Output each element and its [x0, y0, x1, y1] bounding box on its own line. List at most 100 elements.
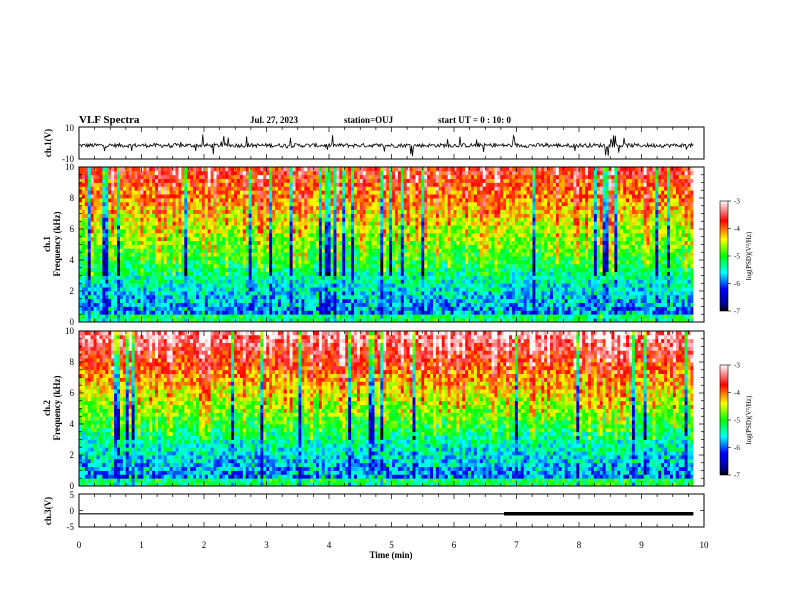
spectrogram-cell [295, 283, 299, 288]
spectrogram-cell [137, 194, 141, 199]
spectrogram-cell [283, 314, 288, 319]
spectrogram-cell [181, 170, 185, 176]
spectrogram-cell [84, 190, 89, 195]
spectrogram-cell [392, 174, 396, 180]
spectrogram-cell [333, 194, 337, 199]
spectrogram-cell [348, 174, 352, 180]
spectrogram-cell [371, 229, 375, 234]
spectrogram-cell [415, 232, 419, 238]
spectrogram-cell [198, 287, 203, 292]
spectrogram-cell [351, 194, 355, 199]
spectrogram-cell [318, 298, 323, 304]
spectrogram-cell [280, 174, 285, 180]
spectrogram-cell [155, 174, 159, 180]
spectrogram-cell [201, 236, 206, 242]
spectrogram-cell [415, 229, 419, 234]
spectrogram-cell [242, 182, 247, 187]
spectrogram-cell [342, 198, 346, 203]
spectrogram-cell [251, 182, 255, 187]
spectrogram-cell [283, 283, 288, 288]
spectrogram-cell [318, 167, 323, 172]
spectrogram-cell [304, 225, 308, 230]
spectrogram-cell [315, 302, 320, 307]
spectrogram-cell [339, 318, 343, 322]
spectrogram-cell [219, 194, 223, 199]
spectrogram-cell [157, 167, 162, 172]
spectrogram-cell [365, 190, 370, 195]
spectrogram-cell [216, 213, 220, 218]
spectrogram-cell [257, 205, 261, 211]
spectrogram-cell [327, 190, 332, 195]
spectrogram-cell [175, 263, 179, 269]
spectrogram-cell [403, 275, 408, 280]
spectrogram-cell [219, 279, 223, 284]
spectrogram-cell [313, 314, 317, 319]
spectrogram-cell [298, 244, 302, 249]
spectrogram-cell [365, 283, 370, 288]
spectrogram-cell [412, 174, 416, 180]
spectrogram-cell [277, 225, 282, 230]
spectrogram-cell [263, 271, 267, 276]
spectrogram-cell [266, 167, 270, 172]
spectrogram-cell [122, 209, 127, 214]
spectrogram-cell [242, 236, 247, 242]
spectrogram-cell [204, 225, 209, 230]
spectrogram-cell [383, 178, 387, 183]
spectrogram-cell [277, 217, 282, 222]
spectrogram-cell [371, 240, 375, 245]
spectrogram-cell [84, 252, 89, 257]
spectrogram-cell [389, 287, 393, 292]
spectrogram-cell [166, 201, 171, 207]
spectrogram-cell [163, 194, 168, 199]
spectrogram-cell [374, 275, 378, 280]
spectrogram-cell [283, 225, 288, 230]
spectrogram-cell [336, 232, 340, 238]
spectrogram-cell [269, 318, 273, 322]
spectrogram-cell [131, 170, 135, 176]
spectrogram-cell [263, 256, 267, 261]
spectrogram-cell [377, 205, 381, 211]
spectrogram-cell [380, 225, 384, 230]
spectrogram-cell [266, 205, 270, 211]
spectrogram-cell [143, 225, 147, 230]
spectrogram-cell [81, 217, 86, 222]
spectrogram-cell [348, 186, 352, 191]
spectrogram-cell [339, 310, 343, 315]
spectrogram-cell [198, 294, 203, 300]
spectrogram-cell [266, 236, 270, 242]
spectrogram-cell [131, 263, 135, 269]
spectrogram-cell [321, 275, 326, 280]
spectrogram-cell [114, 201, 118, 207]
spectrogram-cell [131, 302, 135, 307]
spectrogram-cell [99, 167, 103, 172]
spectrogram-cell [394, 298, 399, 304]
spectrogram-cell [380, 275, 384, 280]
spectrogram-cell [254, 306, 258, 311]
spectrogram-cell [146, 240, 150, 245]
spectrogram-cell [160, 306, 165, 311]
spectrogram-cell [131, 256, 135, 261]
spectrogram-cell [187, 217, 191, 222]
spectrogram-cell [336, 182, 340, 187]
spectrogram-cell [254, 267, 258, 273]
spectrogram-cell [172, 302, 176, 307]
spectrogram-cell [166, 240, 171, 245]
spectrogram-cell [289, 167, 293, 172]
spectrogram-cell [418, 167, 422, 172]
spectrogram-cell [433, 244, 437, 249]
spectrogram-cell [198, 232, 203, 238]
spectrogram-cell [79, 221, 83, 226]
spectrogram-cell [190, 291, 194, 296]
spectrogram-cell [213, 271, 217, 276]
spectrogram-cell [190, 213, 194, 218]
spectrogram-cell [380, 256, 384, 261]
spectrogram-cell [336, 275, 340, 280]
spectrogram-cell [359, 252, 364, 257]
spectrogram-cell [313, 186, 317, 191]
spectrogram-cell [125, 225, 130, 230]
spectrogram-cell [386, 252, 390, 257]
spectrogram-cell [351, 236, 355, 242]
spectrogram-cell [193, 279, 197, 284]
spectrogram-cell [421, 190, 425, 195]
spectrogram-cell [380, 314, 384, 319]
